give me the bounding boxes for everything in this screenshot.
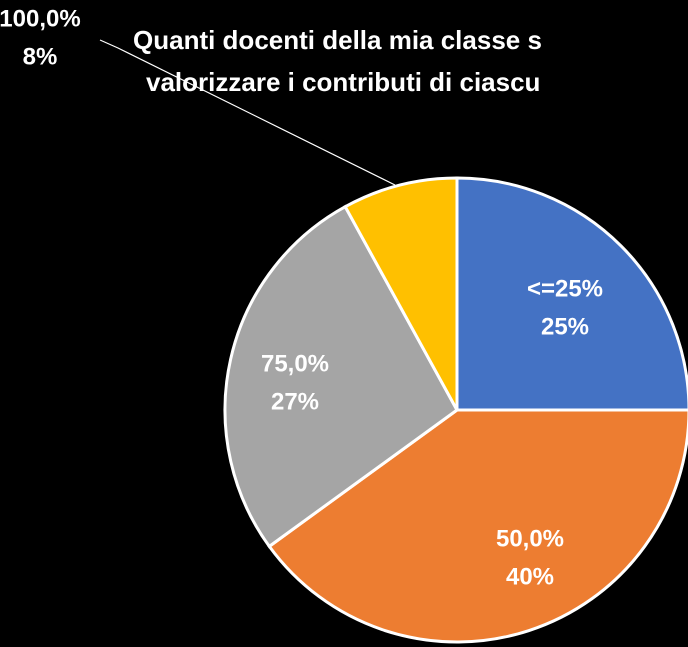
pie-slice [267,408,688,644]
category-label: <=25% [527,275,603,302]
pie-slice [343,176,459,411]
leader-line [99,39,396,186]
pie-slice [455,176,688,412]
chart-title: Quanti docenti della mia classe s [133,25,542,55]
value-label: 40% [506,563,554,590]
pie-slice [223,204,459,549]
category-label: 100,0% [0,5,81,32]
category-label: 75,0% [261,350,329,377]
value-label: 25% [541,313,589,340]
value-label: 8% [23,43,58,70]
chart-title: valorizzare i contributi di ciascu [146,67,540,97]
category-label: 50,0% [496,525,564,552]
value-label: 27% [271,388,319,415]
